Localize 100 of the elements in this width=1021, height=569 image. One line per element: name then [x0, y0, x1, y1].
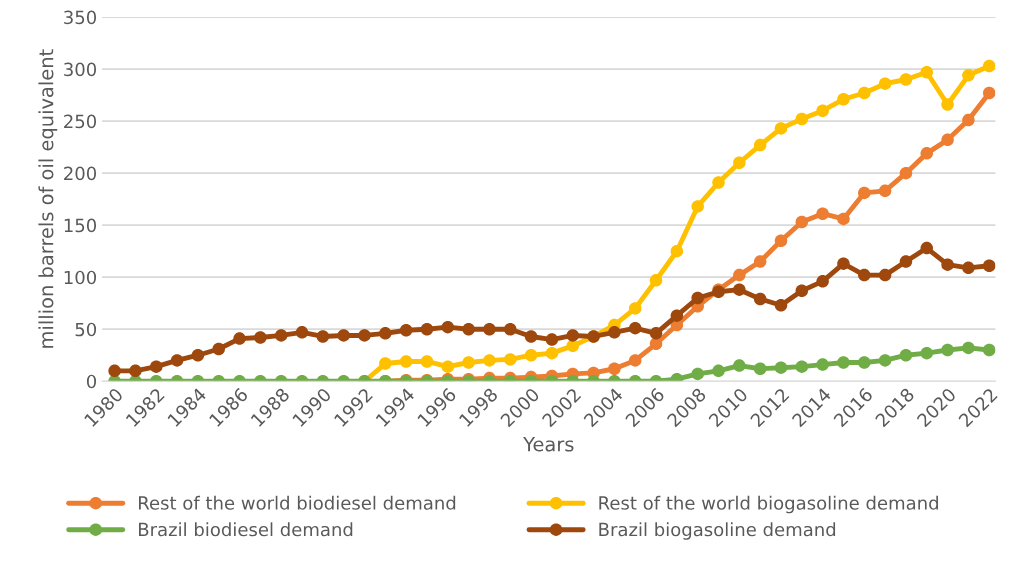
point [941, 98, 954, 111]
point [712, 364, 725, 378]
point [149, 360, 163, 373]
point [399, 355, 413, 368]
point [858, 86, 871, 100]
point [899, 255, 913, 268]
point [545, 346, 559, 360]
point [878, 184, 892, 198]
point [670, 244, 684, 258]
y-tick-label: 200 [64, 166, 97, 181]
point [483, 354, 496, 367]
legend-label: Rest of the world biodiesel demand [139, 495, 456, 510]
y-tick-label: 50 [75, 322, 97, 337]
point [170, 354, 184, 367]
point [233, 332, 246, 345]
point [753, 255, 767, 268]
point [878, 268, 892, 282]
point [274, 329, 288, 342]
point [628, 302, 642, 315]
point [837, 212, 850, 226]
point [129, 364, 142, 378]
point [524, 348, 538, 362]
legend-label: Brazil biodiesel demand [139, 522, 353, 537]
point [691, 367, 704, 381]
point [858, 268, 871, 282]
point [795, 215, 809, 229]
point [837, 356, 850, 369]
point [774, 299, 788, 312]
point [774, 234, 788, 248]
point [878, 77, 892, 90]
point [670, 309, 684, 322]
point [733, 359, 746, 372]
point [982, 86, 996, 100]
point [795, 284, 809, 297]
point [441, 320, 455, 334]
point [899, 166, 913, 180]
point [295, 326, 309, 339]
point [982, 343, 996, 357]
point [649, 274, 663, 287]
point [941, 133, 954, 147]
y-tick-label: 150 [64, 218, 97, 233]
point [753, 138, 767, 152]
y-tick-label: 0 [86, 374, 97, 389]
y-tick-label: 350 [64, 10, 97, 25]
point [420, 322, 434, 336]
y-tick-label: 100 [64, 270, 97, 285]
legend-label: Brazil biogasoline demand [599, 522, 836, 540]
point [899, 73, 913, 86]
point [545, 333, 559, 346]
point [608, 362, 621, 375]
point [108, 364, 121, 378]
point [628, 321, 642, 335]
point [483, 322, 496, 336]
point [420, 355, 434, 368]
point [753, 292, 767, 306]
point [462, 356, 475, 369]
point [504, 322, 517, 336]
point [982, 59, 996, 73]
point [816, 275, 829, 288]
point [691, 291, 704, 305]
point [566, 339, 579, 353]
point [774, 122, 788, 135]
point [462, 322, 475, 336]
point [795, 360, 809, 373]
point [316, 330, 330, 343]
point [733, 283, 746, 296]
point [628, 354, 642, 367]
point [962, 261, 975, 275]
point [941, 343, 954, 357]
point [920, 346, 933, 360]
point [691, 200, 704, 213]
point [962, 69, 975, 82]
point [795, 112, 809, 126]
point [712, 176, 725, 189]
point [941, 258, 954, 271]
point [504, 353, 517, 366]
y-tick-label: 250 [64, 114, 97, 129]
point [191, 348, 205, 362]
point [774, 361, 788, 374]
point [566, 329, 579, 342]
y-axis-title: million barrels of oil equivalent [38, 49, 58, 348]
point [816, 207, 829, 220]
point [733, 268, 746, 282]
point [254, 331, 267, 344]
point [837, 93, 850, 106]
legend-label: Rest of the world biogasoline demand [599, 495, 938, 514]
y-tick-label: 300 [64, 62, 97, 77]
point [337, 329, 350, 342]
point [441, 360, 455, 373]
point [816, 358, 829, 371]
point [858, 186, 871, 200]
point [399, 324, 413, 337]
point [379, 327, 392, 340]
x-axis-title: Years [523, 437, 574, 452]
point [733, 156, 746, 169]
point [878, 354, 892, 367]
point [816, 104, 829, 117]
point [858, 356, 871, 369]
point [358, 329, 371, 342]
point [962, 113, 975, 127]
